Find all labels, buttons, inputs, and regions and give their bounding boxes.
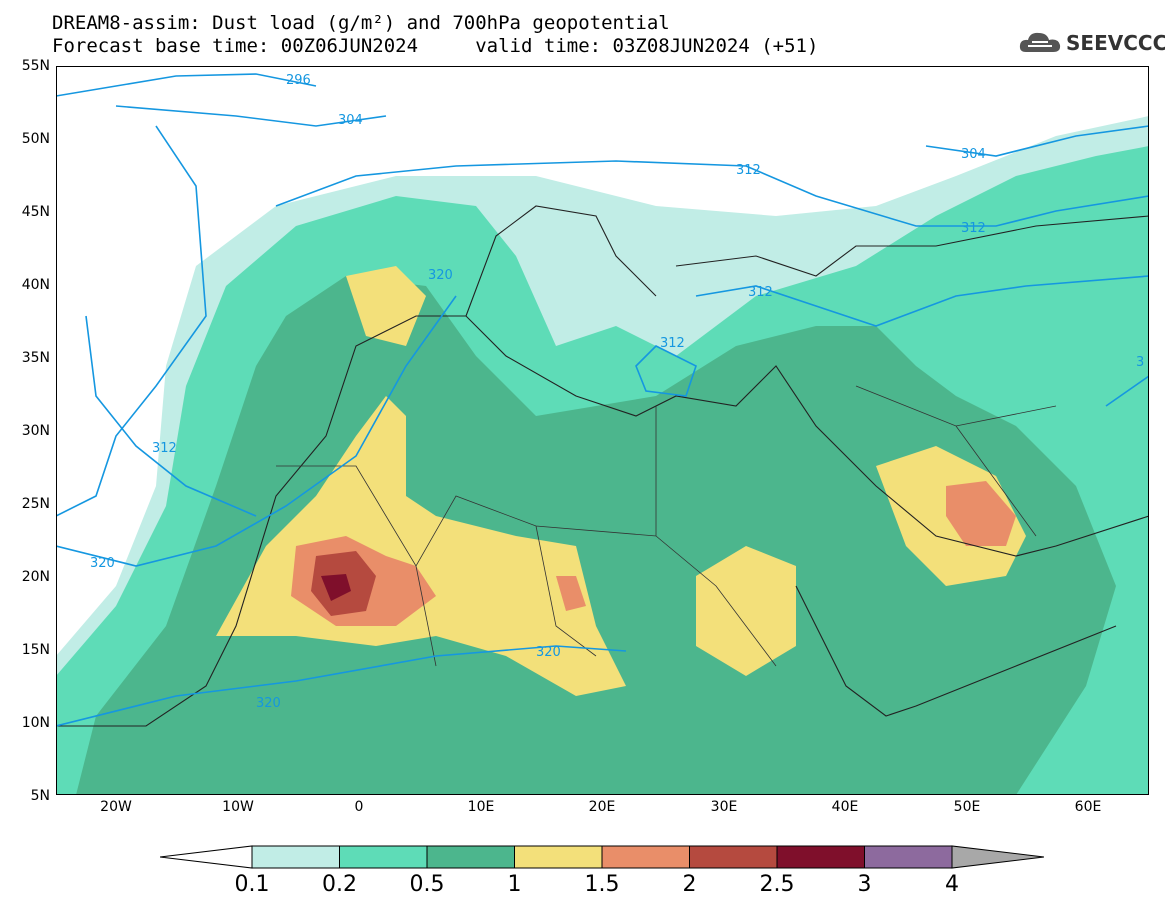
logo-text: SEEVCCC: [1066, 31, 1165, 55]
contour-label: 304: [338, 113, 363, 128]
lat-label: 10N: [21, 715, 50, 731]
contour-label: 312: [736, 163, 761, 178]
lat-label: 50N: [21, 131, 50, 147]
colorbar-label: 3: [857, 872, 872, 897]
dust-region-high: [946, 481, 1016, 546]
lon-label: 50E: [953, 799, 981, 815]
contour-label: 304: [961, 147, 986, 162]
coastline: [56, 205, 1149, 727]
colorbar-label: 2.5: [759, 872, 795, 897]
colorbar-label: 1.5: [584, 872, 620, 897]
cloud-icon: [1019, 32, 1061, 52]
map-title: DREAM8-assim: Dust load (g/m²) and 700hP…: [52, 12, 670, 34]
lon-label: 30E: [710, 799, 738, 815]
colorbar-cell: [514, 845, 603, 869]
lon-label: 10W: [222, 799, 254, 815]
lat-label: 5N: [30, 788, 50, 804]
contour-label: 320: [536, 645, 561, 660]
contour-label: 312: [961, 221, 986, 236]
lat-label: 35N: [21, 350, 50, 366]
colorbar-label: 1: [507, 872, 522, 897]
contour-label: 296: [286, 73, 311, 88]
seevccc-logo: SEEVCCC: [1018, 28, 1165, 58]
dust-region-elevated: [346, 266, 426, 346]
colorbar-label: 0.5: [409, 872, 445, 897]
colorbar-cell: [426, 845, 515, 869]
colorbar-cell: [251, 845, 340, 869]
lat-label: 25N: [21, 496, 50, 512]
lon-label: 0: [354, 799, 364, 815]
colorbar-under-triangle: [160, 845, 253, 869]
colorbar-label: 2: [682, 872, 697, 897]
contour-label: 312: [152, 441, 177, 456]
lon-label: 20W: [100, 799, 132, 815]
colorbar-cell: [601, 845, 690, 869]
lat-label: 55N: [21, 58, 50, 74]
colorbar-cell: [339, 845, 428, 869]
colorbar-over-triangle: [951, 845, 1044, 869]
geopotential-contours: [56, 73, 1149, 727]
colorbar-cell: [776, 845, 865, 869]
lat-label: 30N: [21, 423, 50, 439]
dust-region-elevated: [216, 396, 626, 696]
lon-label: 40E: [831, 799, 859, 815]
colorbar-label: 4: [945, 872, 959, 897]
contour-label: 320: [256, 696, 281, 711]
dust-region-elevated: [696, 546, 796, 676]
colorbar: [160, 845, 1044, 869]
lat-label: 15N: [21, 642, 50, 658]
dust-region-high: [556, 576, 586, 611]
colorbar-label: 0.1: [234, 872, 270, 897]
colorbar-cell: [689, 845, 778, 869]
lon-label: 10E: [467, 799, 495, 815]
contour-label: 312: [748, 285, 773, 300]
lon-label: 20E: [588, 799, 616, 815]
contour-label: 320: [428, 268, 453, 283]
colorbar-cell: [864, 845, 953, 869]
dust-region-extreme: [321, 574, 351, 601]
map-subtitle: Forecast base time: 00Z06JUN2024 valid t…: [52, 35, 819, 57]
lat-label: 20N: [21, 569, 50, 585]
lat-label: 40N: [21, 277, 50, 293]
lat-label: 45N: [21, 204, 50, 220]
country-borders: [276, 385, 1057, 667]
lon-label: 60E: [1074, 799, 1102, 815]
dust-map: 296 304 312 312 312 312 312 304 320 320 …: [56, 66, 1149, 795]
contour-label: 320: [90, 556, 115, 571]
contour-label: 312: [660, 336, 685, 351]
colorbar-label: 0.2: [322, 872, 357, 897]
contour-label: 3: [1136, 355, 1144, 370]
